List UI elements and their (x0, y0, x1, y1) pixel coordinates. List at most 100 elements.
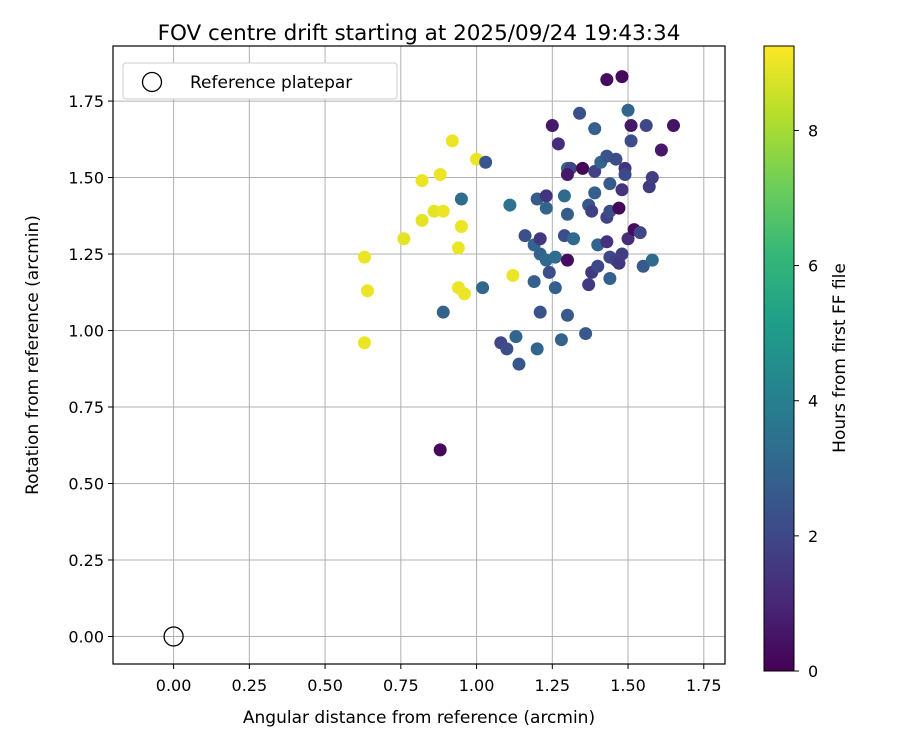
data-point (567, 232, 581, 246)
data-point (436, 305, 450, 319)
data-point (551, 137, 565, 151)
data-point (582, 278, 596, 292)
data-point (530, 342, 544, 356)
data-point (397, 232, 411, 246)
colorbar-label: Hours from first FF file (830, 263, 850, 453)
x-tick-label: 0.25 (232, 676, 268, 695)
data-point (539, 189, 553, 203)
data-point (479, 155, 493, 169)
data-point (415, 174, 429, 188)
data-point (615, 247, 629, 261)
data-point (633, 226, 647, 240)
data-point (539, 201, 553, 215)
data-point (503, 198, 517, 212)
data-point (433, 167, 447, 181)
y-axis-label: Rotation from reference (arcmin) (23, 215, 43, 495)
data-point (609, 152, 623, 166)
colorbar-ticks: 0 2 4 6 8 (794, 121, 818, 681)
data-point (445, 134, 459, 148)
data-point (588, 122, 602, 136)
data-points (357, 70, 680, 457)
data-point (545, 119, 559, 133)
colorbar-tick-label: 2 (808, 527, 818, 546)
data-point (533, 232, 547, 246)
data-point (621, 103, 635, 117)
data-point (554, 333, 568, 347)
data-point (542, 265, 556, 279)
data-point (457, 287, 471, 301)
x-axis-ticks: 0.00 0.25 0.50 0.75 1.00 1.25 1.50 1.75 (156, 664, 722, 695)
y-tick-label: 1.75 (68, 92, 104, 111)
colorbar-gradient (763, 45, 795, 672)
data-point (600, 73, 614, 87)
data-point (576, 161, 590, 175)
data-point (645, 171, 659, 185)
data-point (600, 235, 614, 249)
x-tick-label: 1.00 (459, 676, 495, 695)
data-point (506, 268, 520, 282)
data-point (654, 143, 668, 157)
data-point (624, 119, 638, 133)
data-point (533, 305, 547, 319)
y-tick-label: 1.00 (68, 322, 104, 341)
colorbar: 0 2 4 6 8 Hours from first FF file (763, 45, 850, 681)
data-point (436, 204, 450, 218)
reference-platepar-marker (163, 626, 184, 647)
data-point (591, 259, 605, 273)
data-point (500, 342, 514, 356)
legend-box (122, 62, 398, 100)
data-point (476, 281, 490, 295)
plot-area (113, 46, 725, 664)
y-tick-label: 0.50 (68, 474, 104, 493)
x-tick-label: 0.00 (156, 676, 192, 695)
data-point (579, 327, 593, 341)
data-point (415, 213, 429, 227)
data-point (618, 167, 632, 181)
legend-label: Reference platepar (190, 73, 352, 93)
data-point (509, 330, 523, 344)
data-point (603, 272, 617, 286)
y-axis-ticks: 0.00 0.25 0.50 0.75 1.00 1.25 1.50 1.75 (68, 92, 113, 646)
data-point (588, 164, 602, 178)
y-tick-label: 1.25 (68, 245, 104, 264)
data-point (433, 443, 447, 457)
legend-marker-icon (141, 71, 163, 93)
x-tick-label: 1.75 (686, 676, 722, 695)
data-point (603, 177, 617, 191)
data-point (527, 275, 541, 289)
data-point (427, 204, 441, 218)
data-point (512, 357, 526, 371)
data-point (615, 70, 629, 84)
data-point (548, 250, 562, 264)
data-point (548, 281, 562, 295)
data-point (560, 253, 574, 267)
legend: Reference platepar (122, 62, 398, 100)
colorbar-tick-label: 4 (808, 392, 818, 411)
data-point (639, 119, 653, 133)
data-point (624, 134, 638, 148)
data-point (357, 336, 371, 350)
data-point (454, 220, 468, 234)
data-point (573, 106, 587, 120)
y-tick-label: 0.00 (68, 627, 104, 646)
colorbar-tick-label: 6 (808, 257, 818, 276)
colorbar-tick-label: 8 (808, 121, 818, 140)
x-tick-label: 0.50 (307, 676, 343, 695)
data-point (612, 201, 626, 215)
data-point (588, 186, 602, 200)
x-tick-label: 1.50 (610, 676, 646, 695)
x-axis-label: Angular distance from reference (arcmin) (243, 708, 595, 728)
data-point (636, 259, 650, 273)
y-tick-label: 1.50 (68, 169, 104, 188)
data-point (621, 232, 635, 246)
x-tick-label: 0.75 (383, 676, 419, 695)
y-tick-label: 0.75 (68, 398, 104, 417)
data-point (560, 207, 574, 221)
data-point (560, 308, 574, 322)
data-point (451, 241, 465, 255)
y-tick-label: 0.25 (68, 551, 104, 570)
data-point (615, 183, 629, 197)
data-point (518, 229, 532, 243)
data-point (585, 204, 599, 218)
